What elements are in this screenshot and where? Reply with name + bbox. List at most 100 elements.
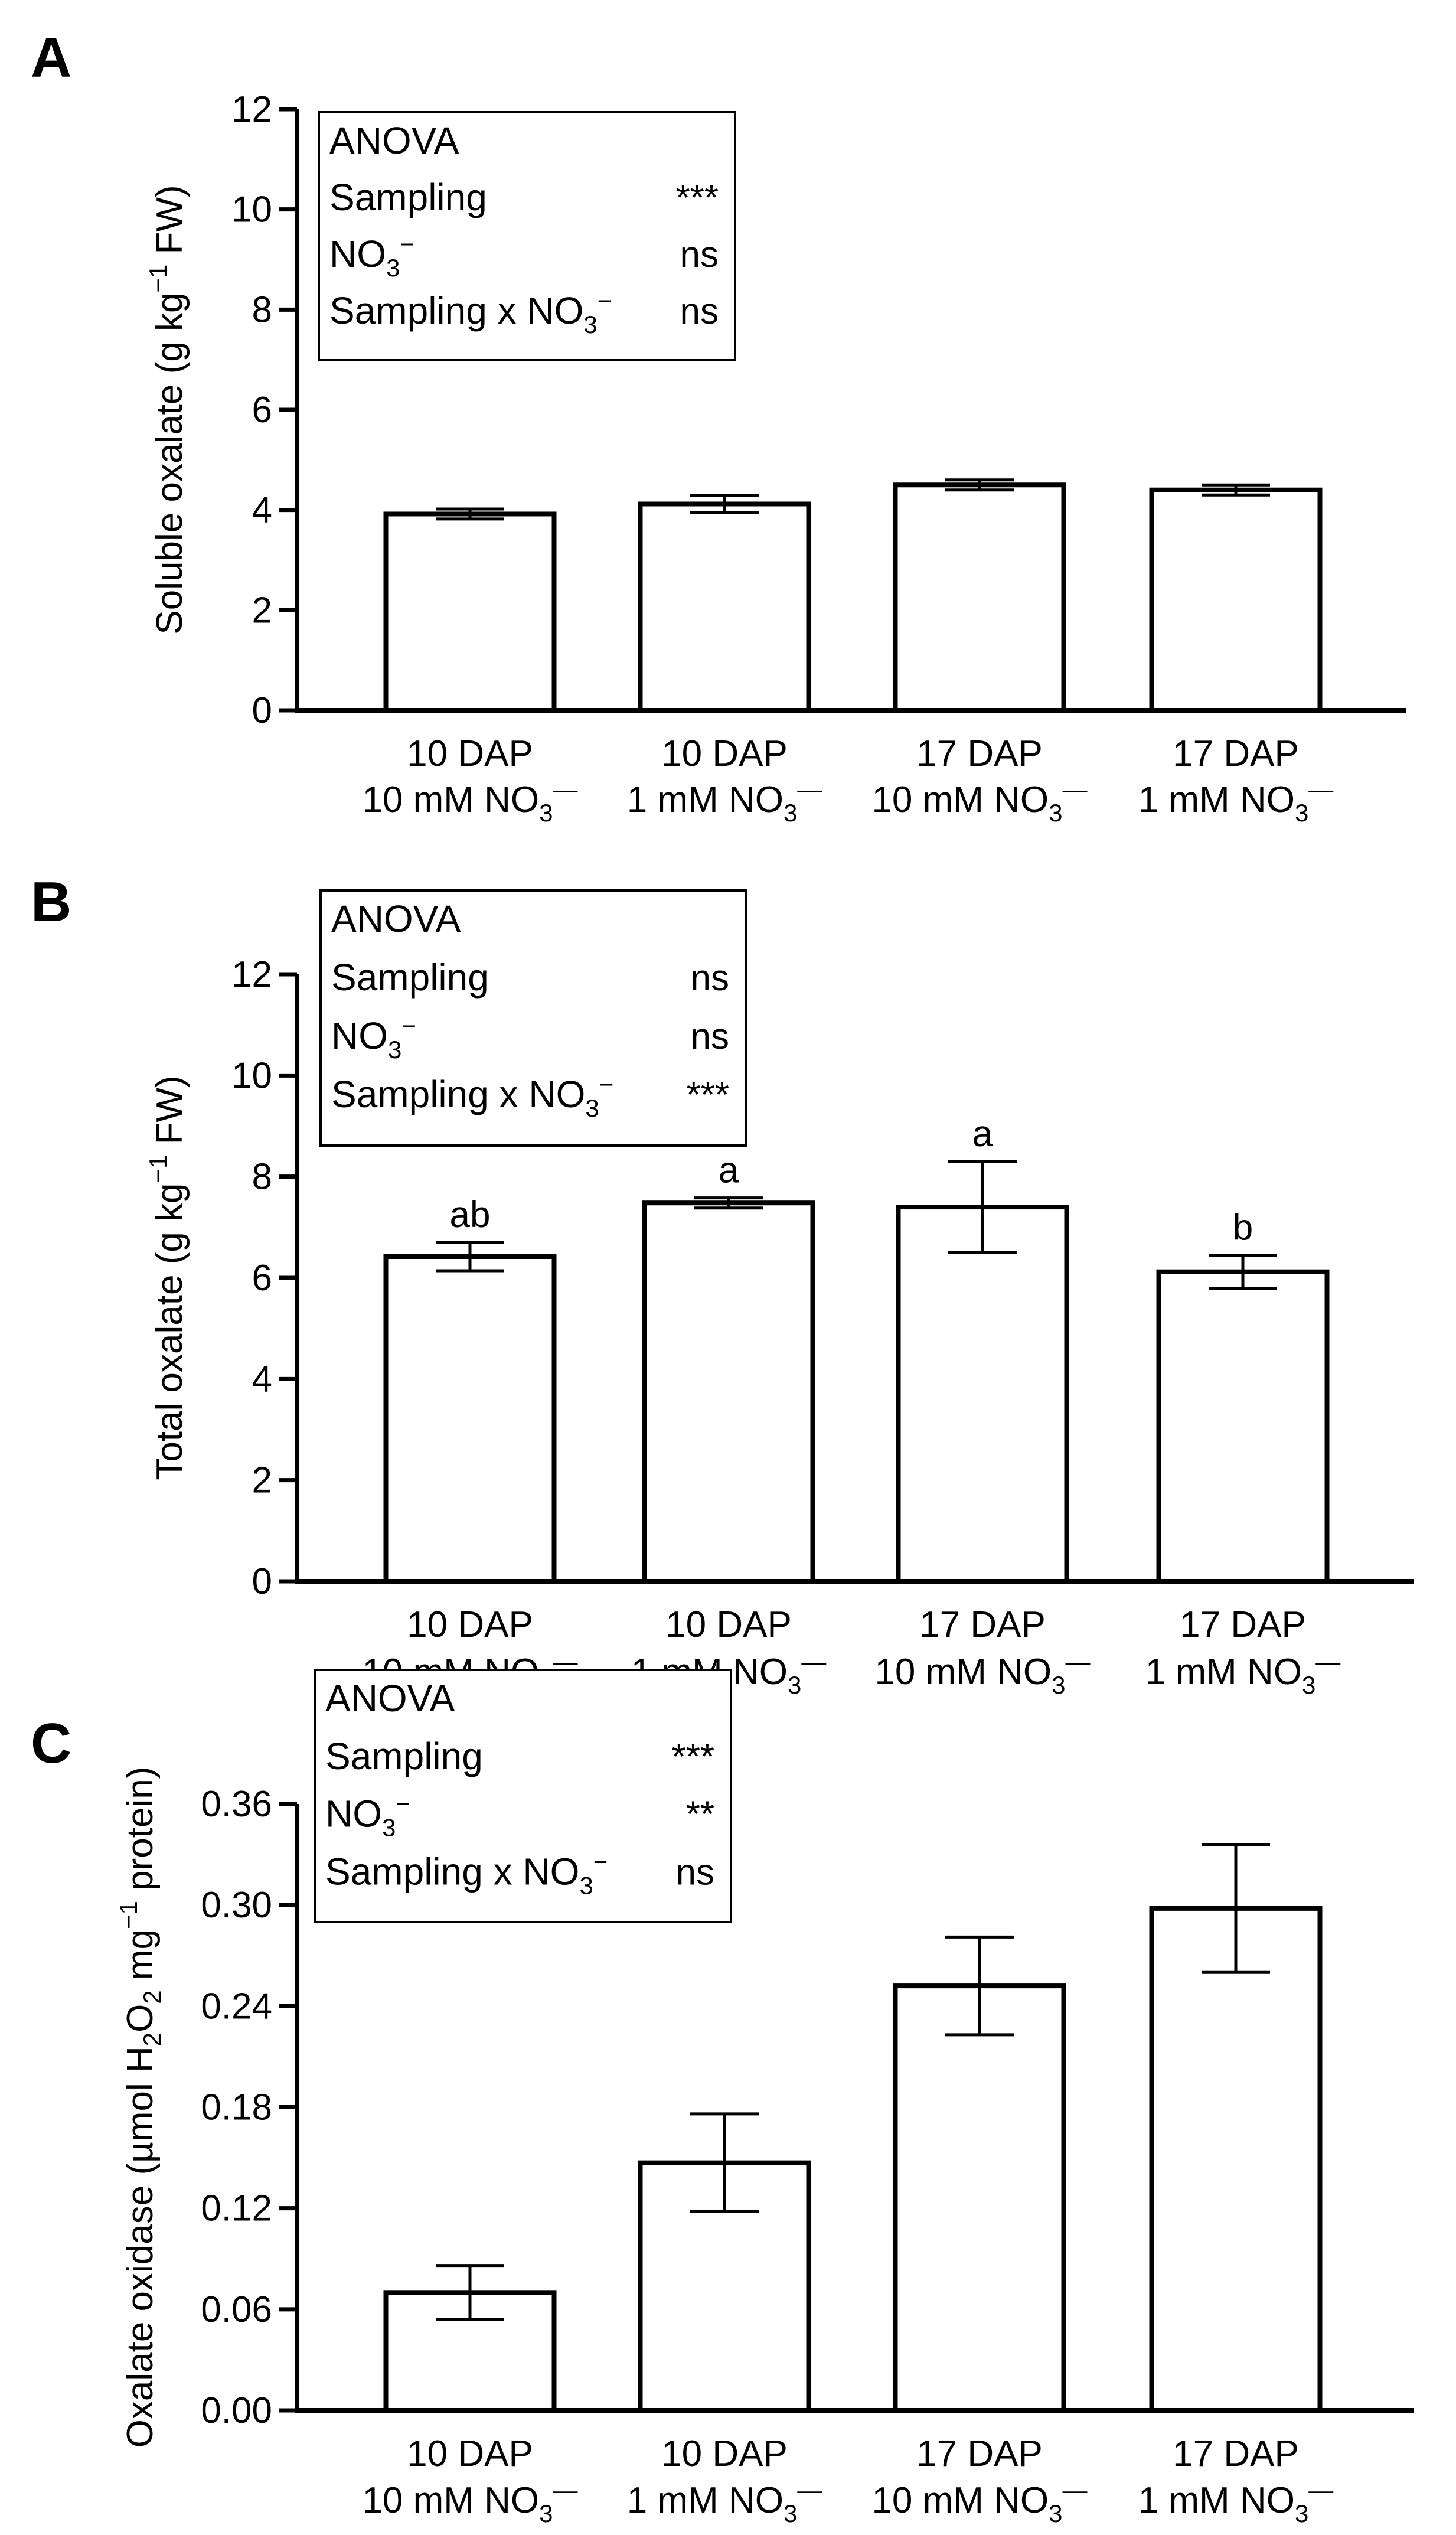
y-axis-label: Total oxalate (g kg−1 FW) bbox=[144, 1075, 190, 1480]
category-sub: 3 bbox=[1302, 1671, 1315, 1699]
anova-factor-sub: 3 bbox=[388, 1036, 401, 1063]
category-label-line2: 1 mM NO3— bbox=[627, 2476, 822, 2527]
category-sup: — bbox=[1315, 1647, 1340, 1675]
panel-letter: A bbox=[31, 26, 71, 89]
anova-factor-text: Sampling bbox=[329, 176, 487, 218]
anova-factor-label: Sampling bbox=[329, 176, 487, 218]
y-label-text: Soluble oxalate (g kg bbox=[149, 293, 190, 635]
y-label-sup: −1 bbox=[144, 1155, 172, 1183]
category-label-line1: 10 DAP bbox=[407, 1604, 533, 1645]
category-text: 1 mM NO bbox=[1138, 2480, 1295, 2521]
category-label-line2: 1 mM NO3— bbox=[1138, 2476, 1334, 2527]
y-label-sub: 2 bbox=[138, 1990, 166, 2004]
anova-significance: ns bbox=[691, 1016, 729, 1057]
category-sup: — bbox=[1308, 2476, 1333, 2504]
category-sub: 3 bbox=[539, 2500, 553, 2527]
anova-factor-label: Sampling x NO3− bbox=[331, 1071, 613, 1122]
category-sup: — bbox=[1066, 1647, 1091, 1675]
y-label-text: FW) bbox=[149, 1075, 190, 1154]
anova-factor-label: Sampling x NO3− bbox=[325, 1848, 608, 1899]
category-sup: — bbox=[1063, 2476, 1088, 2504]
anova-significance: ns bbox=[691, 958, 729, 999]
bar bbox=[1156, 1269, 1330, 1584]
category-text: 10 mM NO bbox=[874, 1652, 1052, 1692]
category-text: 10 mM NO bbox=[871, 779, 1049, 820]
y-tick-label: 0 bbox=[252, 1561, 272, 1602]
anova-factor-sub: 3 bbox=[386, 254, 400, 282]
category-text: 1 mM NO bbox=[627, 779, 784, 820]
y-axis-label: Soluble oxalate (g kg−1 FW) bbox=[144, 185, 190, 634]
y-tick-label: 0.30 bbox=[201, 1885, 272, 1926]
anova-factor-label: NO3− bbox=[329, 230, 414, 282]
bar bbox=[1149, 1906, 1323, 2413]
category-sup: — bbox=[797, 2476, 822, 2504]
anova-frame bbox=[319, 889, 747, 1147]
category-sub: 3 bbox=[539, 799, 553, 827]
panel-letter: B bbox=[31, 870, 71, 934]
category-label-line1: 17 DAP bbox=[916, 2433, 1043, 2474]
category-text: 1 mM NO bbox=[627, 2480, 784, 2521]
anova-factor-text: Sampling bbox=[325, 1735, 483, 1777]
category-label-line2: 10 mM NO3— bbox=[871, 2476, 1087, 2527]
panel-a: A 0 2 4 6 8 10 12 Soluble oxalate (g kg−1 FW) 10 … bbox=[31, 26, 1406, 827]
anova-title: ANOVA bbox=[325, 1677, 455, 1720]
category-text: 1 mM NO bbox=[1145, 1652, 1302, 1692]
category-label-line2: 1 mM NO3— bbox=[1145, 1647, 1341, 1699]
y-label-text: Total oxalate (g kg bbox=[149, 1183, 190, 1480]
bar bbox=[893, 482, 1066, 713]
category-label-line1: 10 DAP bbox=[661, 733, 788, 774]
anova-title: ANOVA bbox=[331, 898, 461, 940]
y-label-text: Oxalate oxidase (µmol H bbox=[120, 2046, 161, 2448]
y-label-text: FW) bbox=[149, 185, 190, 264]
category-label-line1: 10 DAP bbox=[407, 733, 533, 774]
category-text: 1 mM NO bbox=[1138, 779, 1295, 820]
anova-factor-text: NO bbox=[329, 233, 386, 275]
bar bbox=[383, 1254, 557, 1584]
bar bbox=[1149, 487, 1323, 713]
y-tick-label: 0.24 bbox=[201, 1986, 272, 2027]
y-tick-label: 0.00 bbox=[201, 2390, 272, 2431]
anova-factor-sup: − bbox=[396, 1790, 410, 1818]
anova-factor-label: Sampling bbox=[325, 1735, 483, 1777]
significance-letter: b bbox=[1233, 1207, 1253, 1248]
y-tick-label: 12 bbox=[231, 954, 272, 995]
panel-letter: C bbox=[31, 1712, 71, 1775]
anova-frame bbox=[314, 1669, 732, 1923]
category-label-line1: 17 DAP bbox=[1180, 1604, 1306, 1645]
category-label-line1: 17 DAP bbox=[1173, 733, 1299, 774]
category-label-line2: 1 mM NO3— bbox=[627, 775, 822, 827]
anova-significance: *** bbox=[676, 178, 719, 218]
panel-c: C 0.00 0.06 0.12 0.18 0.24 0.30 0.36 Oxalate oxi… bbox=[31, 1669, 1414, 2527]
bar bbox=[896, 1205, 1069, 1584]
anova-factor-sub: 3 bbox=[583, 311, 597, 338]
y-tick-label: 6 bbox=[252, 1258, 272, 1299]
category-label-line2: 10 mM NO3— bbox=[871, 775, 1087, 827]
anova-factor-label: NO3− bbox=[325, 1790, 410, 1842]
y-tick-label: 0.06 bbox=[201, 2289, 272, 2330]
anova-significance: *** bbox=[672, 1737, 714, 1777]
category-sup: — bbox=[801, 1647, 826, 1675]
category-label-line2: 10 mM NO3— bbox=[874, 1647, 1090, 1699]
y-tick-label: 8 bbox=[252, 1157, 272, 1198]
category-sub: 3 bbox=[1052, 1671, 1065, 1699]
y-tick-label: 12 bbox=[231, 89, 272, 130]
category-label-line2: 10 mM NO3— bbox=[362, 775, 577, 827]
y-label-sub: 2 bbox=[138, 2032, 166, 2046]
category-label-line1: 17 DAP bbox=[1173, 2433, 1299, 2474]
category-sub: 3 bbox=[1295, 2500, 1308, 2527]
significance-letter: ab bbox=[450, 1195, 491, 1235]
y-tick-label: 2 bbox=[252, 590, 272, 631]
category-text: 10 mM NO bbox=[362, 2480, 539, 2521]
category-sub: 3 bbox=[1049, 2500, 1062, 2527]
significance-letter: a bbox=[972, 1114, 993, 1154]
anova-factor-sup: − bbox=[400, 230, 414, 258]
anova-factor-text: Sampling x NO bbox=[331, 1073, 585, 1115]
y-axis-label: Oxalate oxidase (µmol H2O2 mg−1 protein) bbox=[115, 1767, 166, 2448]
category-sup: — bbox=[797, 775, 822, 803]
anova-title: ANOVA bbox=[329, 119, 459, 162]
y-label-text: O bbox=[120, 2004, 161, 2032]
anova-frame bbox=[318, 111, 736, 361]
y-label-text: protein) bbox=[120, 1767, 161, 1901]
